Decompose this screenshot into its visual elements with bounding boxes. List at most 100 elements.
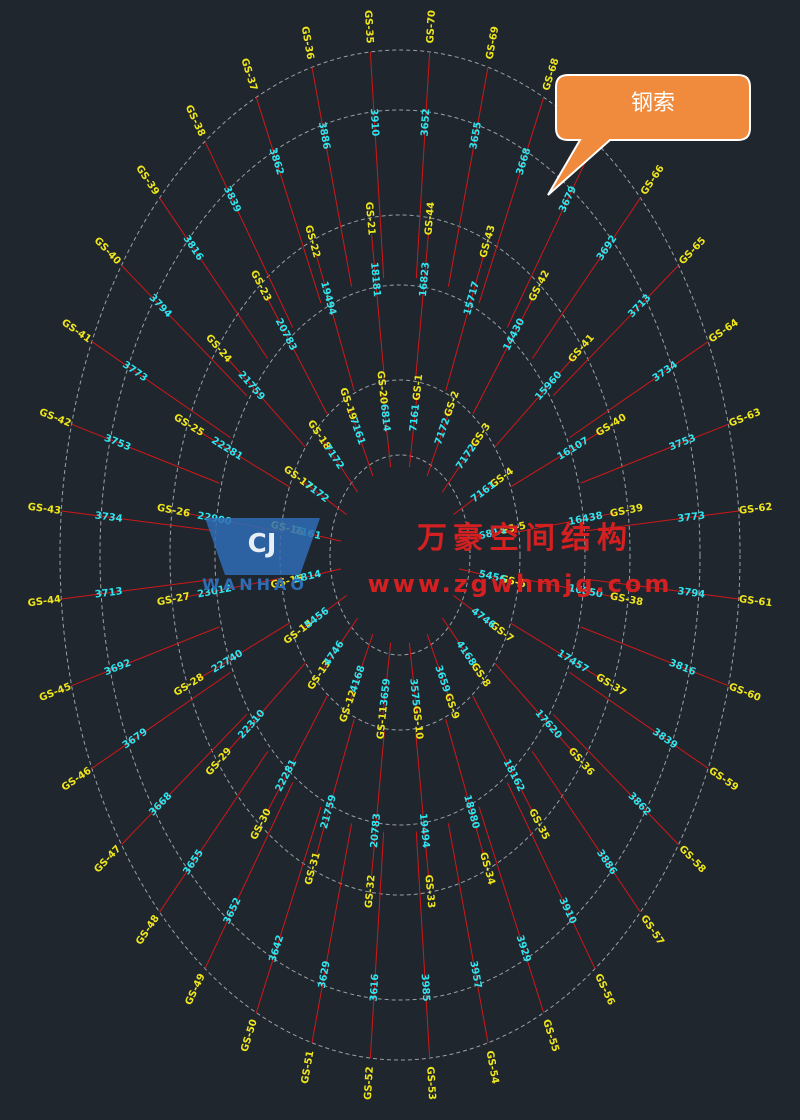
cable-line: [552, 264, 679, 397]
cable-line: [580, 626, 729, 687]
cable-label: GS-10: [410, 705, 424, 739]
cable-line: [415, 731, 429, 876]
cable-line: [61, 510, 214, 532]
cable-line: [506, 782, 596, 969]
cable-line: [350, 634, 374, 700]
cable-label: GS-11: [375, 705, 389, 739]
cable-line: [510, 430, 602, 488]
cable-line: [369, 51, 385, 279]
ring: [279, 379, 521, 731]
cable-line: [226, 662, 306, 753]
cable-line: [91, 341, 231, 439]
cable-line: [445, 719, 484, 854]
cable-line: [458, 529, 508, 542]
cable-line: [302, 594, 347, 629]
ring: [329, 454, 471, 656]
cable-line: [159, 751, 269, 913]
cable-line: [408, 395, 418, 468]
cable-length: 3652: [420, 108, 433, 136]
cable-line: [447, 67, 489, 287]
cable-line: [159, 197, 269, 359]
cable-line: [204, 782, 294, 969]
cable-length: 3773: [677, 510, 706, 525]
cable-line: [586, 578, 739, 600]
cable-line: [458, 568, 508, 581]
cable-label: GS-52: [363, 1066, 376, 1100]
brand: WANHAO: [202, 575, 308, 594]
cable-label: GS-44: [423, 201, 437, 235]
cable-line: [255, 97, 322, 304]
cable-line: [198, 622, 290, 680]
cable-line: [518, 512, 616, 533]
cable-label: GS-53: [424, 1066, 437, 1100]
cable-line: [316, 719, 355, 854]
cable-label: GS-62: [738, 502, 773, 517]
cable-line: [350, 410, 374, 476]
ring: [169, 214, 631, 896]
cable-length: 7161: [408, 403, 422, 432]
cable-line: [494, 357, 574, 448]
cable-length: 20783: [369, 813, 383, 849]
cable-label: GS-44: [27, 594, 62, 609]
cable-line: [472, 298, 533, 415]
cable-line: [426, 410, 450, 476]
cable-line: [369, 831, 385, 1059]
cable-line: [311, 67, 353, 287]
cable-line: [382, 642, 392, 715]
cable-label: GS-20: [374, 370, 388, 404]
cable-line: [371, 234, 385, 379]
cable-line: [447, 823, 489, 1043]
cable-line: [531, 751, 641, 913]
cable-line: [71, 626, 220, 687]
cable-line: [316, 256, 355, 391]
cable-length: 3713: [94, 586, 123, 601]
cable-line: [426, 634, 450, 700]
callout-label: 钢索: [631, 91, 675, 116]
cable-label: GS-33: [422, 874, 436, 908]
cable-line: [518, 577, 616, 598]
cable-length: 3659: [379, 678, 393, 707]
cable-label: GS-35: [362, 10, 375, 44]
cable-line: [382, 395, 392, 468]
watermark: CJ WANHAO 万豪空间结构 www.zgwhmjg.com: [202, 518, 673, 598]
cable-line: [494, 662, 574, 753]
cable-length: 19494: [417, 813, 431, 849]
cable-line: [322, 617, 359, 670]
cable-line: [531, 197, 641, 359]
cable-line: [510, 622, 602, 680]
cable-line: [61, 578, 214, 600]
cable-line: [91, 671, 231, 769]
cable-length: 6814: [378, 403, 392, 432]
cable-line: [267, 695, 328, 812]
cable-label: GS-61: [738, 594, 773, 609]
cable-length: 3886: [316, 121, 332, 150]
cable-length: 3985: [419, 973, 432, 1001]
cable-line: [569, 341, 709, 439]
cable-length: 3616: [369, 973, 382, 1001]
cable-line: [445, 256, 484, 391]
callout: 钢索: [547, 74, 751, 196]
cable-line: [311, 823, 353, 1043]
cable-line: [586, 510, 739, 532]
guide-rings: [59, 49, 741, 1061]
company-name: 万豪空间结构: [417, 521, 633, 556]
cable-length: 3794: [677, 586, 706, 601]
ring: [99, 109, 701, 1001]
cable-line: [441, 440, 478, 493]
cable-line: [71, 423, 220, 484]
cable-label: GS-1: [411, 374, 425, 402]
cable-label: GS-32: [364, 874, 378, 908]
cable-line: [255, 806, 322, 1013]
cable-line: [580, 423, 729, 484]
cable-line: [415, 51, 431, 279]
cable-line: [302, 481, 347, 516]
cable-length: 3734: [94, 510, 123, 525]
cable-line: [453, 481, 498, 516]
url: www.zgwhmjg.com: [368, 570, 673, 598]
cable-length: 3957: [467, 960, 483, 989]
cable-length: 16823: [418, 262, 432, 298]
callout-box: [547, 74, 751, 196]
cable-line: [267, 298, 328, 415]
